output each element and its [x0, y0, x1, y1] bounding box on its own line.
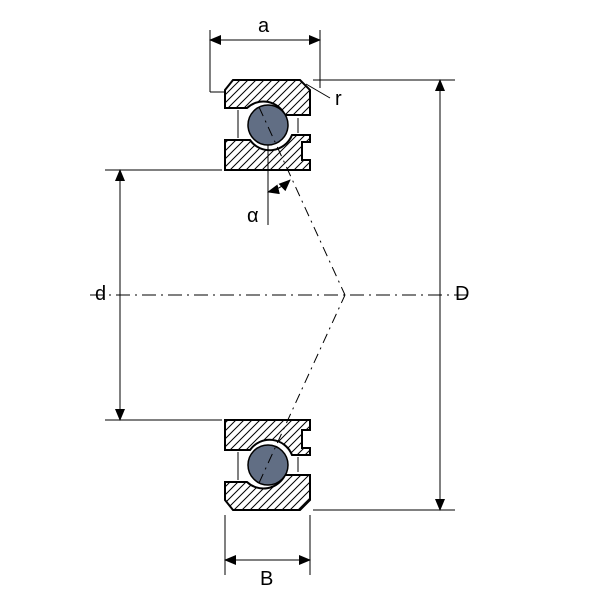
ball-bottom: [248, 445, 288, 485]
label-a: a: [258, 15, 270, 37]
bearing-diagram: a r α d D B: [0, 0, 600, 600]
ball-top: [248, 105, 288, 145]
label-d: d: [95, 283, 106, 305]
label-alpha: α: [247, 205, 259, 227]
label-D: D: [455, 283, 469, 305]
dim-B: [225, 515, 310, 575]
label-r: r: [335, 88, 342, 110]
label-B: B: [260, 568, 273, 590]
